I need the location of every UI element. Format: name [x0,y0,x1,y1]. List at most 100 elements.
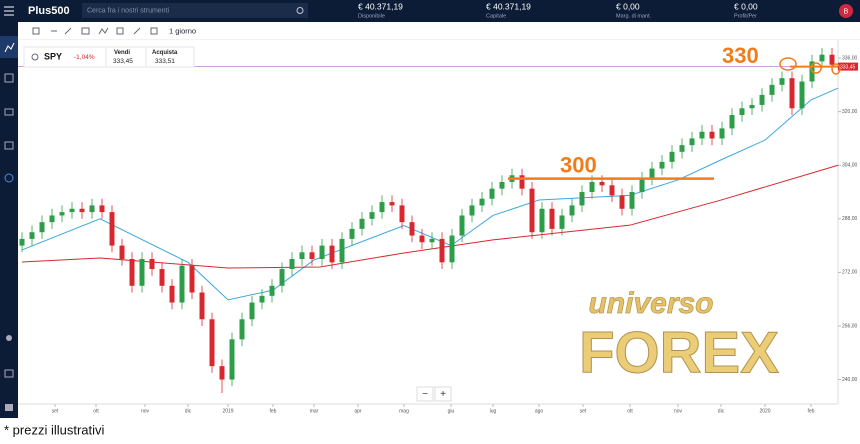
search-box[interactable] [82,3,308,18]
candle-body [419,235,425,243]
candle-body [369,212,375,219]
candle-body [779,78,785,85]
sidebar-icon[interactable] [4,141,14,150]
candle-body [549,208,555,229]
search-placeholder[interactable]: Cerca fra i nostri strumenti [87,7,170,14]
candle-body [799,81,805,109]
candle-body [429,238,435,243]
candle-body [789,78,795,109]
candle-body [309,252,315,259]
search-icon[interactable] [296,7,304,14]
toolbar-icons [32,27,158,35]
candle-body [569,205,575,216]
candle-body [329,245,335,263]
logo[interactable]: Plus500 [28,5,70,17]
candle-body [249,302,255,320]
candle-body [739,108,745,115]
candle-body [359,218,365,229]
chart-icon [4,42,15,53]
stat-label: Disponibile [358,13,385,19]
candle-body [669,151,675,162]
toolbar [18,22,860,40]
change: -1,04% [74,54,95,61]
x-tick-label: feb [808,408,815,414]
candle-body [519,175,525,189]
candle-body [449,235,455,263]
candle-body [99,205,105,213]
tool-icon[interactable] [98,27,109,35]
sell-label[interactable]: Vendi [114,50,130,56]
candle-body [379,202,385,213]
candle-body [89,205,95,213]
x-tick-label: mag [399,408,409,414]
annotation-circle [779,57,797,71]
zoom-out-button[interactable] [416,386,434,402]
tool-icon[interactable] [133,27,141,35]
zoom-in-button[interactable] [434,386,452,402]
info-icon[interactable] [31,53,39,61]
tool-icon[interactable] [32,27,40,35]
plot: 240,00 256,00 272,00 288,00 304,00 320,00 336,… [18,40,858,414]
candle-body [459,215,465,236]
candle-body [299,252,305,259]
sidebar-icon[interactable] [4,369,14,378]
y-tick-label: 320,00 [842,109,858,115]
sell-price[interactable]: 333,45 [113,58,133,65]
candle-body [539,208,545,233]
candle-body [409,222,415,236]
sidebar-icon[interactable] [6,335,12,341]
candle-body [149,258,155,270]
candle-body [639,178,645,193]
sidebar-icon[interactable] [4,173,14,183]
x-tick-label: set [580,408,587,414]
candle-body [39,222,45,233]
tool-icon[interactable] [64,27,72,35]
sidebar-icon[interactable] [5,404,13,411]
x-tick-label: feb [270,408,277,414]
account-button[interactable] [839,4,853,18]
buy-price[interactable]: 333,51 [155,58,175,65]
symbol: SPY [44,51,62,61]
candle-body [319,245,325,259]
annotation-text: 330 [722,43,759,68]
candle-body [159,269,165,286]
timeframe-selector[interactable]: 1 giorno [169,26,196,35]
stat-value: € 40.371,19 [358,1,403,11]
x-tick-label: nov [674,408,683,414]
stat-label: Marg. di mant. [616,13,652,19]
candle-body [229,339,235,380]
chart-area [18,40,860,418]
candle-body [439,238,445,263]
candle-body [239,319,245,340]
x-tick-label: lug [490,408,497,414]
zoom-out-label[interactable]: − [422,389,428,400]
candle-body [719,128,725,139]
sidebar-icon[interactable] [4,73,14,83]
tool-icon[interactable] [116,27,124,35]
candle-body [209,319,215,367]
footer-note: * prezzi illustrativi [4,422,105,437]
zoom-in-label[interactable]: + [440,389,446,400]
account-initial[interactable]: B [844,8,849,15]
watermark-bottom: FOREX [579,320,779,385]
candle-body [769,84,775,95]
candle-body [589,181,595,193]
x-tick-label: mar [310,408,319,414]
stat-label: Capitale [486,13,506,19]
tool-icon[interactable] [150,27,158,35]
candle-body [499,181,505,189]
y-tick-label: 272,00 [842,270,858,276]
x-tick-label: 2020 [759,408,770,414]
tool-icon[interactable] [81,27,90,35]
sidebar-icon[interactable] [4,108,14,116]
x-tick-label: giu [448,408,455,414]
candle-body [689,138,695,146]
y-tick-label: 304,00 [842,163,858,169]
candle-body [49,215,55,223]
sidebar [0,22,18,418]
annotation-circle [810,62,822,74]
buy-label[interactable]: Acquista [152,50,178,56]
candle-body [19,238,25,246]
